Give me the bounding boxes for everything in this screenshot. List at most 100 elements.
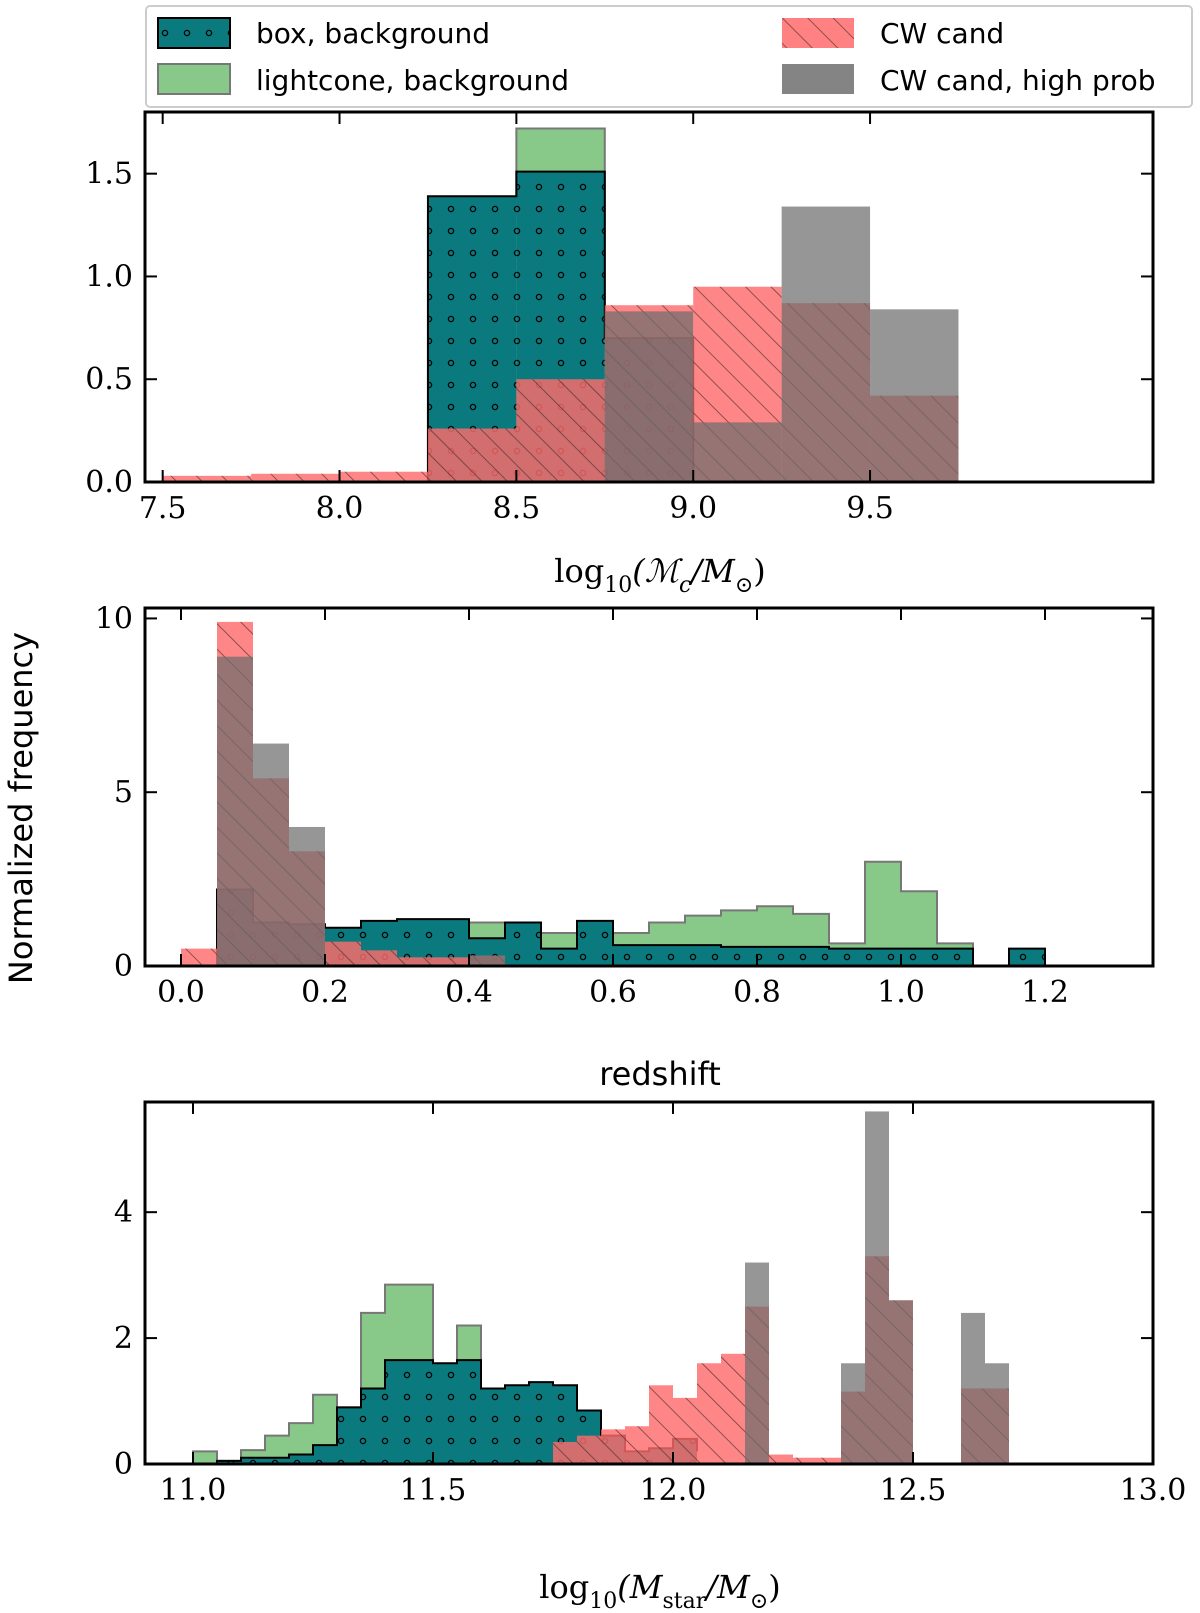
xlabel-2-sub2: star: [663, 1589, 707, 1613]
stellar-mass-axes-frame: [143, 1100, 1155, 1466]
chirp-mass-cw_high-bar: [693, 422, 782, 482]
stellar-mass-lightcone-bar: [193, 1451, 217, 1464]
legend: box, background lightcone, background CW…: [145, 5, 1193, 108]
redshift-box-bar-dots: [649, 945, 685, 966]
xlabel-0-end: ): [753, 552, 765, 590]
legend-label-box: box, background: [256, 17, 490, 50]
redshift-box-bar-dots: [901, 948, 937, 966]
legend-swatch-box-dots: [158, 18, 230, 48]
stellar-mass-y-tick-label: 2: [114, 1321, 133, 1356]
redshift-box-bar-dots: [793, 946, 829, 966]
chirp-mass-y-tick-label: 0.5: [85, 362, 133, 397]
chirp-mass-cw_high-bar: [604, 311, 694, 482]
stellar-mass-box-bar-dots: [433, 1363, 457, 1464]
stellar-mass-series-cw: [553, 1256, 1009, 1464]
redshift-box-bar-dots: [937, 948, 973, 966]
stellar-mass-y-tick-label: 0: [114, 1447, 133, 1482]
redshift-cw_high-bar: [469, 955, 505, 966]
x-axis-label-chirp-mass: log10(ℳc/M⊙): [554, 552, 765, 598]
stellar-mass-cw-bar-hatch: [649, 1385, 673, 1464]
legend-label-lightcone: lightcone, background: [256, 64, 569, 97]
chirp-mass-cw-bar-hatch: [427, 428, 517, 482]
xlabel-2-base: log: [539, 1568, 589, 1606]
stellar-mass-box-bar-dots: [409, 1360, 433, 1464]
redshift-box-bar-dots: [757, 946, 793, 966]
chirp-mass-x-tick-label: 9.5: [846, 491, 894, 526]
legend-entry-lightcone: lightcone, background: [157, 63, 569, 97]
panel-redshift: 0.0 0.2 0.4 0.6 0.8 1.0 1.2 0 5 10: [95, 601, 1155, 1010]
legend-entry-box: box, background: [157, 17, 490, 50]
redshift-x-tick-label: 0.8: [733, 975, 781, 1010]
redshift-box-bar-dots: [1009, 948, 1045, 966]
stellar-mass-cw-bar-hatch: [793, 1457, 817, 1464]
shared-y-axis-label: Normalized frequency: [2, 632, 40, 984]
xlabel-2-sub: 10: [589, 1589, 617, 1613]
chirp-mass-y-tick-label: 1.0: [85, 259, 133, 294]
redshift-x-tick-label: 0.0: [157, 975, 205, 1010]
redshift-cw-bar-hatch: [181, 948, 217, 966]
redshift-box-bar-dots: [685, 945, 721, 966]
xlabel-0-sub2: c: [679, 573, 691, 598]
legend-label-cw-high: CW cand, high prob: [880, 64, 1156, 97]
xlabel-0-sub3: ⊙: [735, 573, 753, 598]
redshift-cw-bar-hatch: [361, 950, 397, 966]
chirp-mass-cw-bar-hatch: [162, 475, 252, 482]
stellar-mass-box-bar-dots: [265, 1457, 289, 1464]
stellar-mass-x-tick-label: 12.0: [640, 1473, 707, 1508]
panel-stellar-mass: 11.0 11.5 12.0 12.5 13.0 0 2 4: [114, 1100, 1186, 1508]
legend-entry-cw: CW cand: [782, 17, 1004, 50]
redshift-axes-frame: [143, 606, 1155, 968]
chirp-mass-x-tick-label: 7.5: [139, 491, 187, 526]
xlabel-0-base: log: [554, 552, 604, 590]
stellar-mass-box-bar-dots: [217, 1460, 241, 1464]
chirp-mass-cw-bar-hatch: [251, 473, 340, 482]
stellar-mass-box-bar-dots: [361, 1388, 385, 1464]
stellar-mass-cw_high-bar: [961, 1312, 985, 1464]
chirp-mass-axes-frame: [143, 110, 1155, 484]
stellar-mass-box-bar-dots: [505, 1385, 529, 1464]
stellar-mass-cw-bar-hatch: [577, 1435, 601, 1464]
chirp-mass-plot-area: [162, 127, 959, 482]
x-axis-label-stellar-mass: log10(Mstar/M⊙): [539, 1568, 780, 1613]
chirp-mass-series-cw_high: [604, 206, 959, 482]
chirp-mass-x-tick-label: 8.5: [493, 491, 541, 526]
stellar-mass-box-bar-dots: [337, 1407, 361, 1464]
xlabel-2-tail: /M: [703, 1568, 751, 1606]
redshift-x-tick-label: 1.2: [1021, 975, 1069, 1010]
redshift-cw-bar-hatch: [433, 957, 469, 966]
redshift-y-tick-label: 5: [114, 775, 133, 810]
stellar-mass-box-bar-dots: [529, 1382, 553, 1464]
xlabel-0-sub: 10: [604, 573, 632, 598]
redshift-cw-bar-hatch: [397, 957, 433, 966]
chirp-mass-y-tick-label: 1.5: [85, 157, 133, 192]
stellar-mass-cw-bar-hatch: [697, 1363, 721, 1464]
stellar-mass-box-bar-dots: [481, 1388, 505, 1464]
redshift-box-bar-dots: [577, 920, 613, 966]
stellar-mass-cw-bar-hatch: [769, 1454, 793, 1464]
stellar-mass-y-tick-label: 4: [114, 1195, 133, 1230]
redshift-series-box: [216, 888, 1046, 966]
redshift-box-bar-dots: [865, 948, 901, 966]
stellar-mass-box-bar-dots: [241, 1457, 265, 1464]
redshift-y-tick-label: 10: [95, 601, 133, 636]
stellar-mass-plot-area: [192, 1111, 1009, 1464]
xlabel-2-mid: (M: [617, 1568, 663, 1606]
redshift-cw_high-bar: [217, 656, 253, 966]
redshift-plot-area: [181, 621, 1046, 966]
legend-swatch-cw-high: [782, 64, 854, 94]
redshift-cw_high-bar: [289, 826, 325, 966]
stellar-mass-box-bar-dots: [385, 1360, 409, 1464]
redshift-cw-bar-hatch: [325, 941, 361, 966]
legend-swatch-cw-hatch: [782, 18, 854, 48]
legend-label-cw: CW cand: [880, 17, 1004, 50]
stellar-mass-box-bar-dots: [313, 1445, 337, 1464]
redshift-series-cw_high: [217, 656, 505, 966]
stellar-mass-cw-bar-hatch: [721, 1353, 745, 1464]
redshift-x-tick-label: 0.6: [589, 975, 637, 1010]
redshift-x-tick-label: 0.2: [301, 975, 349, 1010]
stellar-mass-x-tick-label: 11.0: [160, 1473, 227, 1508]
x-axis-label-redshift: redshift: [599, 1055, 721, 1093]
chirp-mass-cw_high-bar: [870, 309, 959, 482]
xlabel-0-mid: (ℳ: [632, 552, 683, 590]
